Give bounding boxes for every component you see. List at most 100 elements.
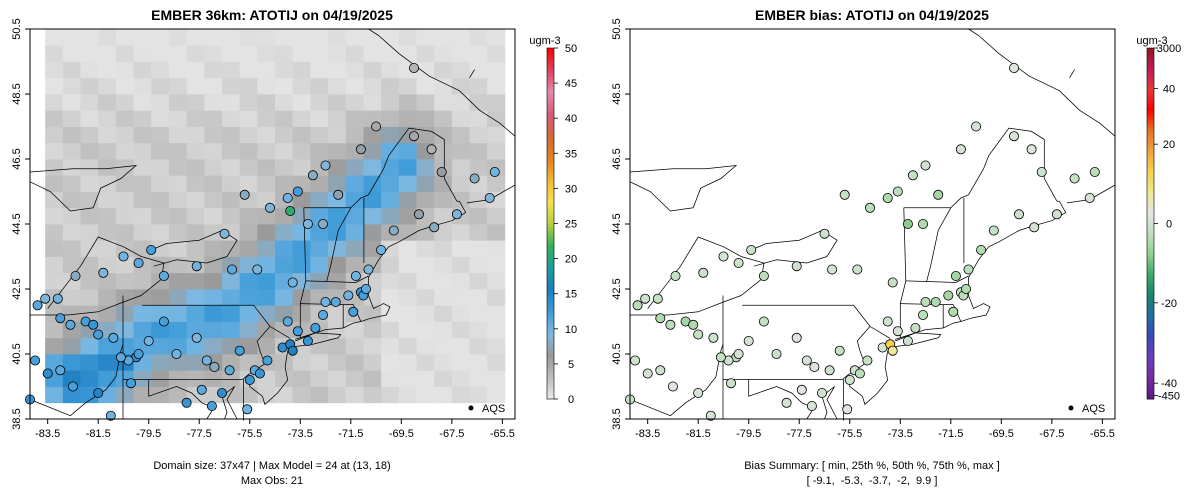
model-grid-cell bbox=[328, 45, 347, 62]
model-grid-cell bbox=[345, 370, 364, 387]
colorbar-segment bbox=[547, 146, 554, 151]
model-grid-cell bbox=[451, 175, 470, 192]
model-grid-cell bbox=[221, 142, 241, 160]
colorbar-segment bbox=[547, 170, 554, 175]
colorbar-segment bbox=[547, 181, 554, 186]
colorbar-segment bbox=[547, 111, 554, 116]
model-grid-cell bbox=[80, 29, 99, 46]
station-marker bbox=[726, 378, 737, 389]
model-grid-cell bbox=[398, 337, 417, 355]
station-marker bbox=[239, 189, 250, 200]
model-grid-cell bbox=[133, 175, 152, 192]
x-axis-tick-label: -69.5 bbox=[389, 428, 414, 440]
map-boundary-line bbox=[29, 165, 138, 212]
concentration-map-legend: AQS bbox=[468, 403, 505, 415]
model-grid-cell bbox=[275, 61, 294, 79]
model-grid-cell bbox=[292, 61, 311, 79]
model-grid-cell bbox=[98, 224, 117, 241]
station-marker bbox=[1009, 63, 1020, 74]
model-grid-cell bbox=[363, 45, 382, 62]
model-grid-cell bbox=[257, 289, 276, 306]
model-grid-cell bbox=[45, 256, 64, 274]
colorbar-segment bbox=[547, 360, 554, 365]
model-grid-cell bbox=[239, 386, 258, 404]
y-axis-tick-label: 46.5 bbox=[11, 148, 23, 169]
bias-summary-values: [ -9.1, -5.3, -3.7, -2, 9.9 ] bbox=[807, 475, 938, 487]
model-grid-cell bbox=[275, 289, 294, 306]
model-grid-cell bbox=[487, 77, 506, 95]
station-marker bbox=[746, 244, 757, 255]
colorbar-segment bbox=[547, 55, 554, 60]
model-grid-cell bbox=[62, 45, 81, 62]
model-grid-cell bbox=[151, 354, 170, 371]
model-grid-cell bbox=[257, 272, 276, 290]
station-marker bbox=[902, 218, 913, 229]
station-marker bbox=[955, 144, 966, 155]
model-grid-cell bbox=[398, 175, 417, 192]
model-grid-cell bbox=[168, 77, 188, 95]
model-grid-cell bbox=[204, 94, 223, 111]
station-marker bbox=[852, 264, 863, 275]
model-grid-cell bbox=[487, 175, 506, 192]
bias-map-title: EMBER bias: ATOTIJ on 04/19/2025 bbox=[755, 7, 989, 23]
station-marker bbox=[640, 293, 651, 304]
model-grid-cell bbox=[80, 240, 99, 257]
model-grid-cell bbox=[115, 386, 134, 404]
model-grid-cell bbox=[363, 142, 382, 160]
model-grid-cell bbox=[239, 142, 258, 160]
model-grid-cell bbox=[239, 289, 258, 306]
colorbar-segment bbox=[1147, 51, 1154, 56]
model-grid-cell bbox=[62, 370, 81, 387]
model-grid-cell bbox=[434, 29, 453, 46]
bias-map-panel: EMBER bias: ATOTIJ on 04/19/2025 -83.5 -8… bbox=[611, 7, 1181, 487]
colorbar-segment bbox=[1147, 314, 1154, 319]
model-grid-cell bbox=[45, 175, 64, 192]
model-grid-cell bbox=[80, 142, 99, 160]
station-marker bbox=[196, 384, 207, 395]
colorbar-segment bbox=[1147, 83, 1154, 88]
colorbar-segment bbox=[1147, 195, 1154, 200]
model-grid-cell bbox=[239, 110, 258, 127]
colorbar-tick-label: 40 bbox=[1163, 83, 1175, 95]
station-marker bbox=[718, 251, 729, 262]
model-grid-cell bbox=[62, 126, 81, 144]
model-grid-cell bbox=[398, 386, 417, 404]
colorbar-segment bbox=[547, 212, 554, 217]
station-marker bbox=[887, 277, 898, 288]
model-grid-cell bbox=[345, 110, 364, 127]
model-grid-cell bbox=[186, 61, 205, 79]
model-grid-cell bbox=[275, 29, 294, 46]
colorbar-tick-label: 3000 bbox=[1157, 43, 1181, 55]
model-grid-cell bbox=[186, 289, 205, 306]
model-grid-cell bbox=[469, 256, 488, 274]
colorbar-segment bbox=[1147, 381, 1154, 386]
x-axis-tick-label: -75.5 bbox=[837, 428, 862, 440]
model-grid-cell bbox=[151, 142, 170, 160]
model-grid-cell bbox=[239, 207, 258, 225]
station-marker bbox=[408, 131, 419, 142]
station-marker bbox=[920, 296, 931, 307]
model-grid-cell bbox=[328, 272, 347, 290]
model-grid-cell bbox=[292, 159, 311, 176]
model-grid-cell bbox=[239, 29, 258, 46]
colorbar-segment bbox=[1147, 244, 1154, 249]
station-marker bbox=[844, 374, 855, 385]
model-grid-cell bbox=[363, 224, 382, 241]
model-grid-cell bbox=[186, 207, 205, 225]
colorbar-segment bbox=[1147, 283, 1154, 288]
map-boundary-line bbox=[926, 207, 952, 282]
station-marker bbox=[429, 222, 440, 233]
colorbar-segment bbox=[1147, 184, 1154, 189]
model-grid-cell bbox=[204, 29, 223, 46]
station-marker bbox=[363, 264, 374, 275]
model-grid-cell bbox=[328, 126, 347, 144]
model-grid-cell bbox=[186, 110, 205, 127]
station-marker bbox=[93, 387, 104, 398]
colorbar-segment bbox=[1147, 156, 1154, 161]
model-grid-cell bbox=[434, 370, 453, 387]
model-grid-cell bbox=[115, 45, 134, 62]
colorbar-segment bbox=[1147, 321, 1154, 326]
colorbar-segment bbox=[1147, 269, 1154, 274]
colorbar-segment bbox=[1147, 188, 1154, 193]
colorbar-segment bbox=[547, 300, 554, 305]
